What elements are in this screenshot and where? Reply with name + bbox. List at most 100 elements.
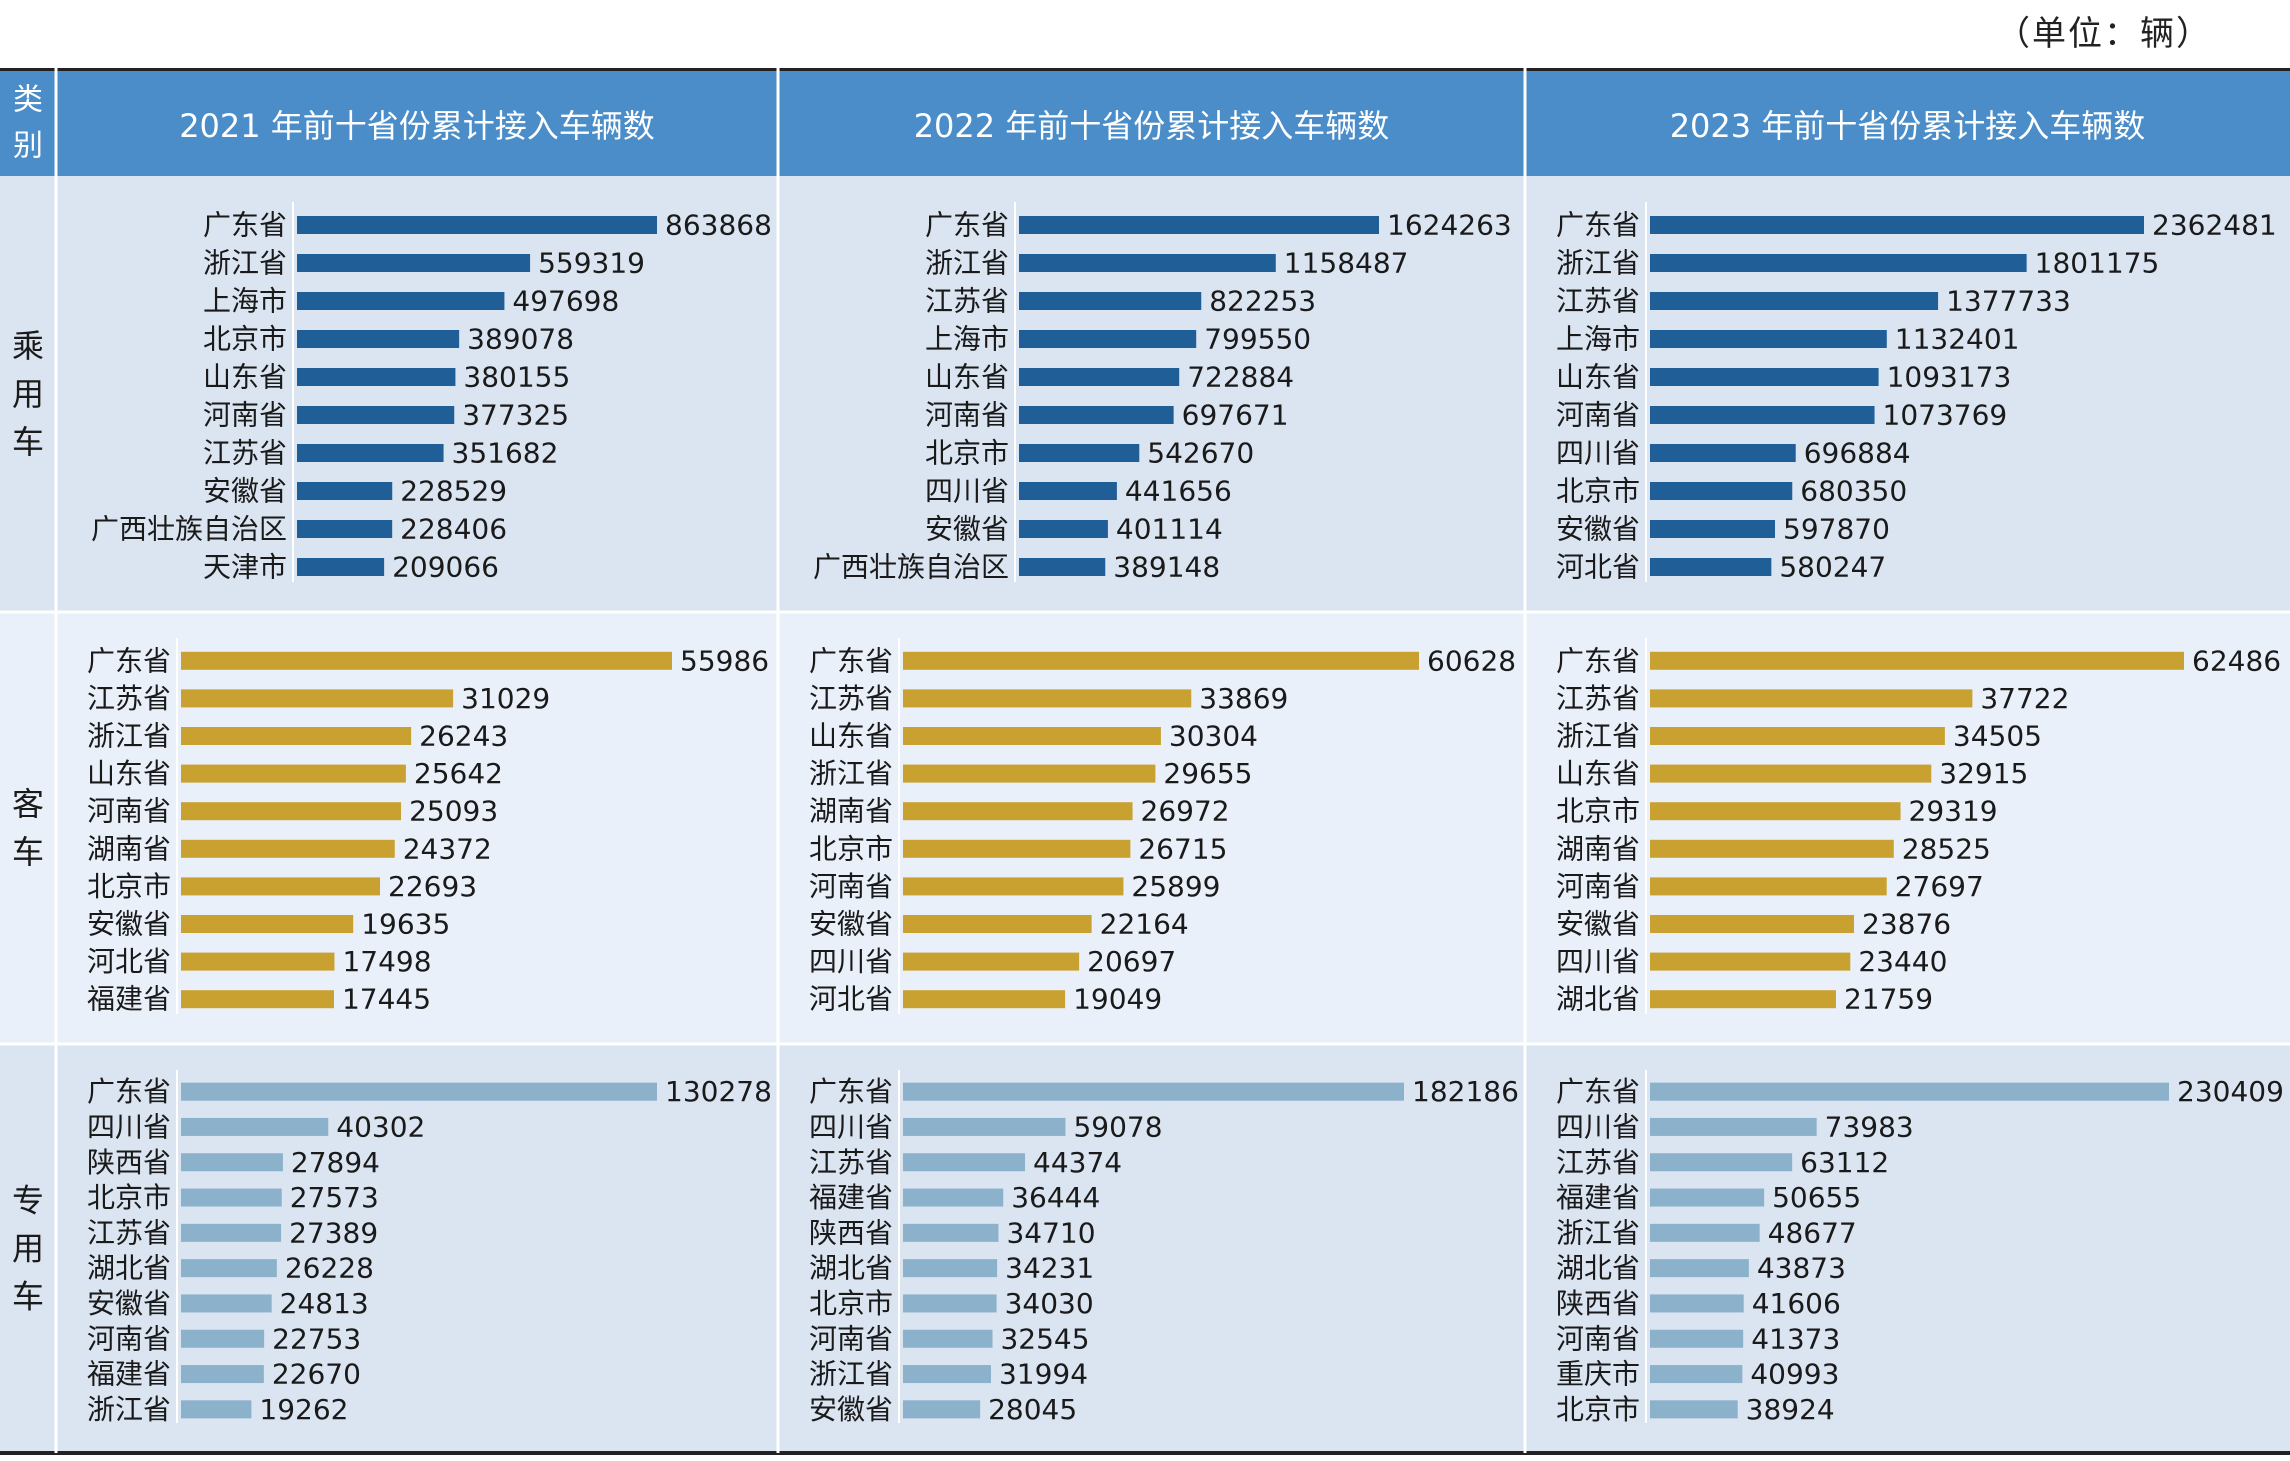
category-label: 福建省	[87, 1358, 171, 1391]
category-label: 四川省	[925, 475, 1009, 508]
bar	[903, 764, 1156, 783]
data-label: 20697	[1087, 945, 1176, 978]
bar	[297, 292, 505, 310]
data-label: 34231	[1005, 1252, 1094, 1285]
data-label: 23876	[1862, 908, 1951, 941]
data-label: 26972	[1141, 795, 1230, 828]
data-label: 34505	[1953, 720, 2042, 753]
data-label: 697671	[1182, 399, 1289, 432]
data-label: 230409	[2177, 1075, 2284, 1108]
row-label-char: 乘	[12, 327, 44, 365]
category-label: 浙江省	[809, 1358, 893, 1391]
bar	[1019, 330, 1197, 348]
bar	[1019, 368, 1180, 386]
bar	[1019, 444, 1140, 462]
bar	[1650, 1400, 1738, 1419]
data-label: 696884	[1804, 437, 1911, 470]
bar	[1650, 839, 1894, 858]
category-label: 江苏省	[809, 682, 893, 715]
category-label: 山东省	[925, 361, 1009, 394]
data-label: 55986	[680, 644, 769, 677]
category-label: 湖北省	[809, 1252, 893, 1285]
data-label: 60628	[1427, 644, 1516, 677]
category-label: 浙江省	[1556, 1216, 1640, 1249]
row-label-char: 车	[12, 423, 44, 461]
bar	[181, 1400, 252, 1419]
bar	[903, 651, 1419, 670]
bar	[903, 689, 1192, 708]
category-label: 北京市	[925, 437, 1009, 470]
bar	[1650, 1259, 1749, 1278]
category-label: 福建省	[809, 1181, 893, 1214]
category-label: 北京市	[809, 832, 893, 865]
bar	[1650, 651, 2184, 670]
bar	[181, 1153, 283, 1172]
data-label: 25093	[409, 795, 498, 828]
data-label: 31029	[461, 682, 550, 715]
bar	[181, 952, 335, 971]
data-label: 597870	[1783, 513, 1890, 546]
data-label: 24372	[403, 832, 492, 865]
category-label: 广东省	[203, 209, 287, 242]
data-label: 30304	[1169, 720, 1258, 753]
data-label: 27573	[290, 1181, 379, 1214]
category-label: 河南省	[925, 399, 1009, 432]
category-label: 河南省	[809, 1322, 893, 1355]
category-label: 河南省	[203, 399, 287, 432]
bar	[903, 1117, 1066, 1136]
category-label: 广东省	[925, 209, 1009, 242]
data-label: 389078	[467, 323, 574, 356]
bar	[1019, 406, 1174, 424]
category-label: 浙江省	[1556, 720, 1640, 753]
data-label: 542670	[1147, 437, 1254, 470]
category-label: 四川省	[1556, 437, 1640, 470]
bar	[1650, 877, 1887, 896]
data-label: 799550	[1204, 323, 1311, 356]
category-label: 广东省	[1556, 644, 1640, 677]
bar	[903, 839, 1131, 858]
data-label: 22670	[272, 1358, 361, 1391]
category-label: 山东省	[203, 361, 287, 394]
data-label: 26715	[1138, 832, 1227, 865]
category-label: 江苏省	[87, 682, 171, 715]
bar	[903, 1400, 981, 1419]
category-label: 上海市	[925, 323, 1009, 356]
bar	[181, 1329, 265, 1348]
bar	[1650, 1082, 2169, 1101]
category-label: 广东省	[1556, 209, 1640, 242]
unit-label: （单位：辆）	[1996, 14, 2212, 54]
bar	[297, 482, 393, 500]
data-label: 38924	[1746, 1393, 1835, 1426]
category-label: 安徽省	[925, 513, 1009, 546]
data-label: 43873	[1757, 1252, 1846, 1285]
bar	[1650, 520, 1776, 538]
category-header-char: 别	[13, 129, 43, 164]
bar	[903, 1223, 999, 1242]
data-label: 32545	[1000, 1322, 1089, 1355]
data-label: 28045	[988, 1393, 1077, 1426]
data-label: 31994	[999, 1358, 1088, 1391]
bar	[181, 877, 381, 896]
data-label: 59078	[1073, 1110, 1162, 1143]
category-header-char: 类	[13, 83, 43, 118]
data-label: 23440	[1858, 945, 1947, 978]
bar	[1650, 1188, 1765, 1207]
column-header: 2021 年前十省份累计接入车辆数	[179, 107, 655, 145]
data-label: 48677	[1768, 1216, 1857, 1249]
data-label: 34030	[1005, 1287, 1094, 1320]
data-label: 21759	[1844, 983, 1933, 1016]
bar	[903, 990, 1066, 1009]
category-label: 江苏省	[809, 1146, 893, 1179]
data-label: 63112	[1800, 1146, 1889, 1179]
data-label: 40302	[336, 1110, 425, 1143]
bar	[181, 1223, 282, 1242]
category-label: 江苏省	[87, 1216, 171, 1249]
bar	[903, 1188, 1004, 1207]
data-label: 863868	[665, 209, 772, 242]
row-band	[0, 612, 2290, 1044]
data-label: 73983	[1825, 1110, 1914, 1143]
bar	[181, 990, 334, 1009]
bar	[903, 1153, 1026, 1172]
category-label: 山东省	[87, 757, 171, 790]
data-label: 29319	[1909, 795, 1998, 828]
